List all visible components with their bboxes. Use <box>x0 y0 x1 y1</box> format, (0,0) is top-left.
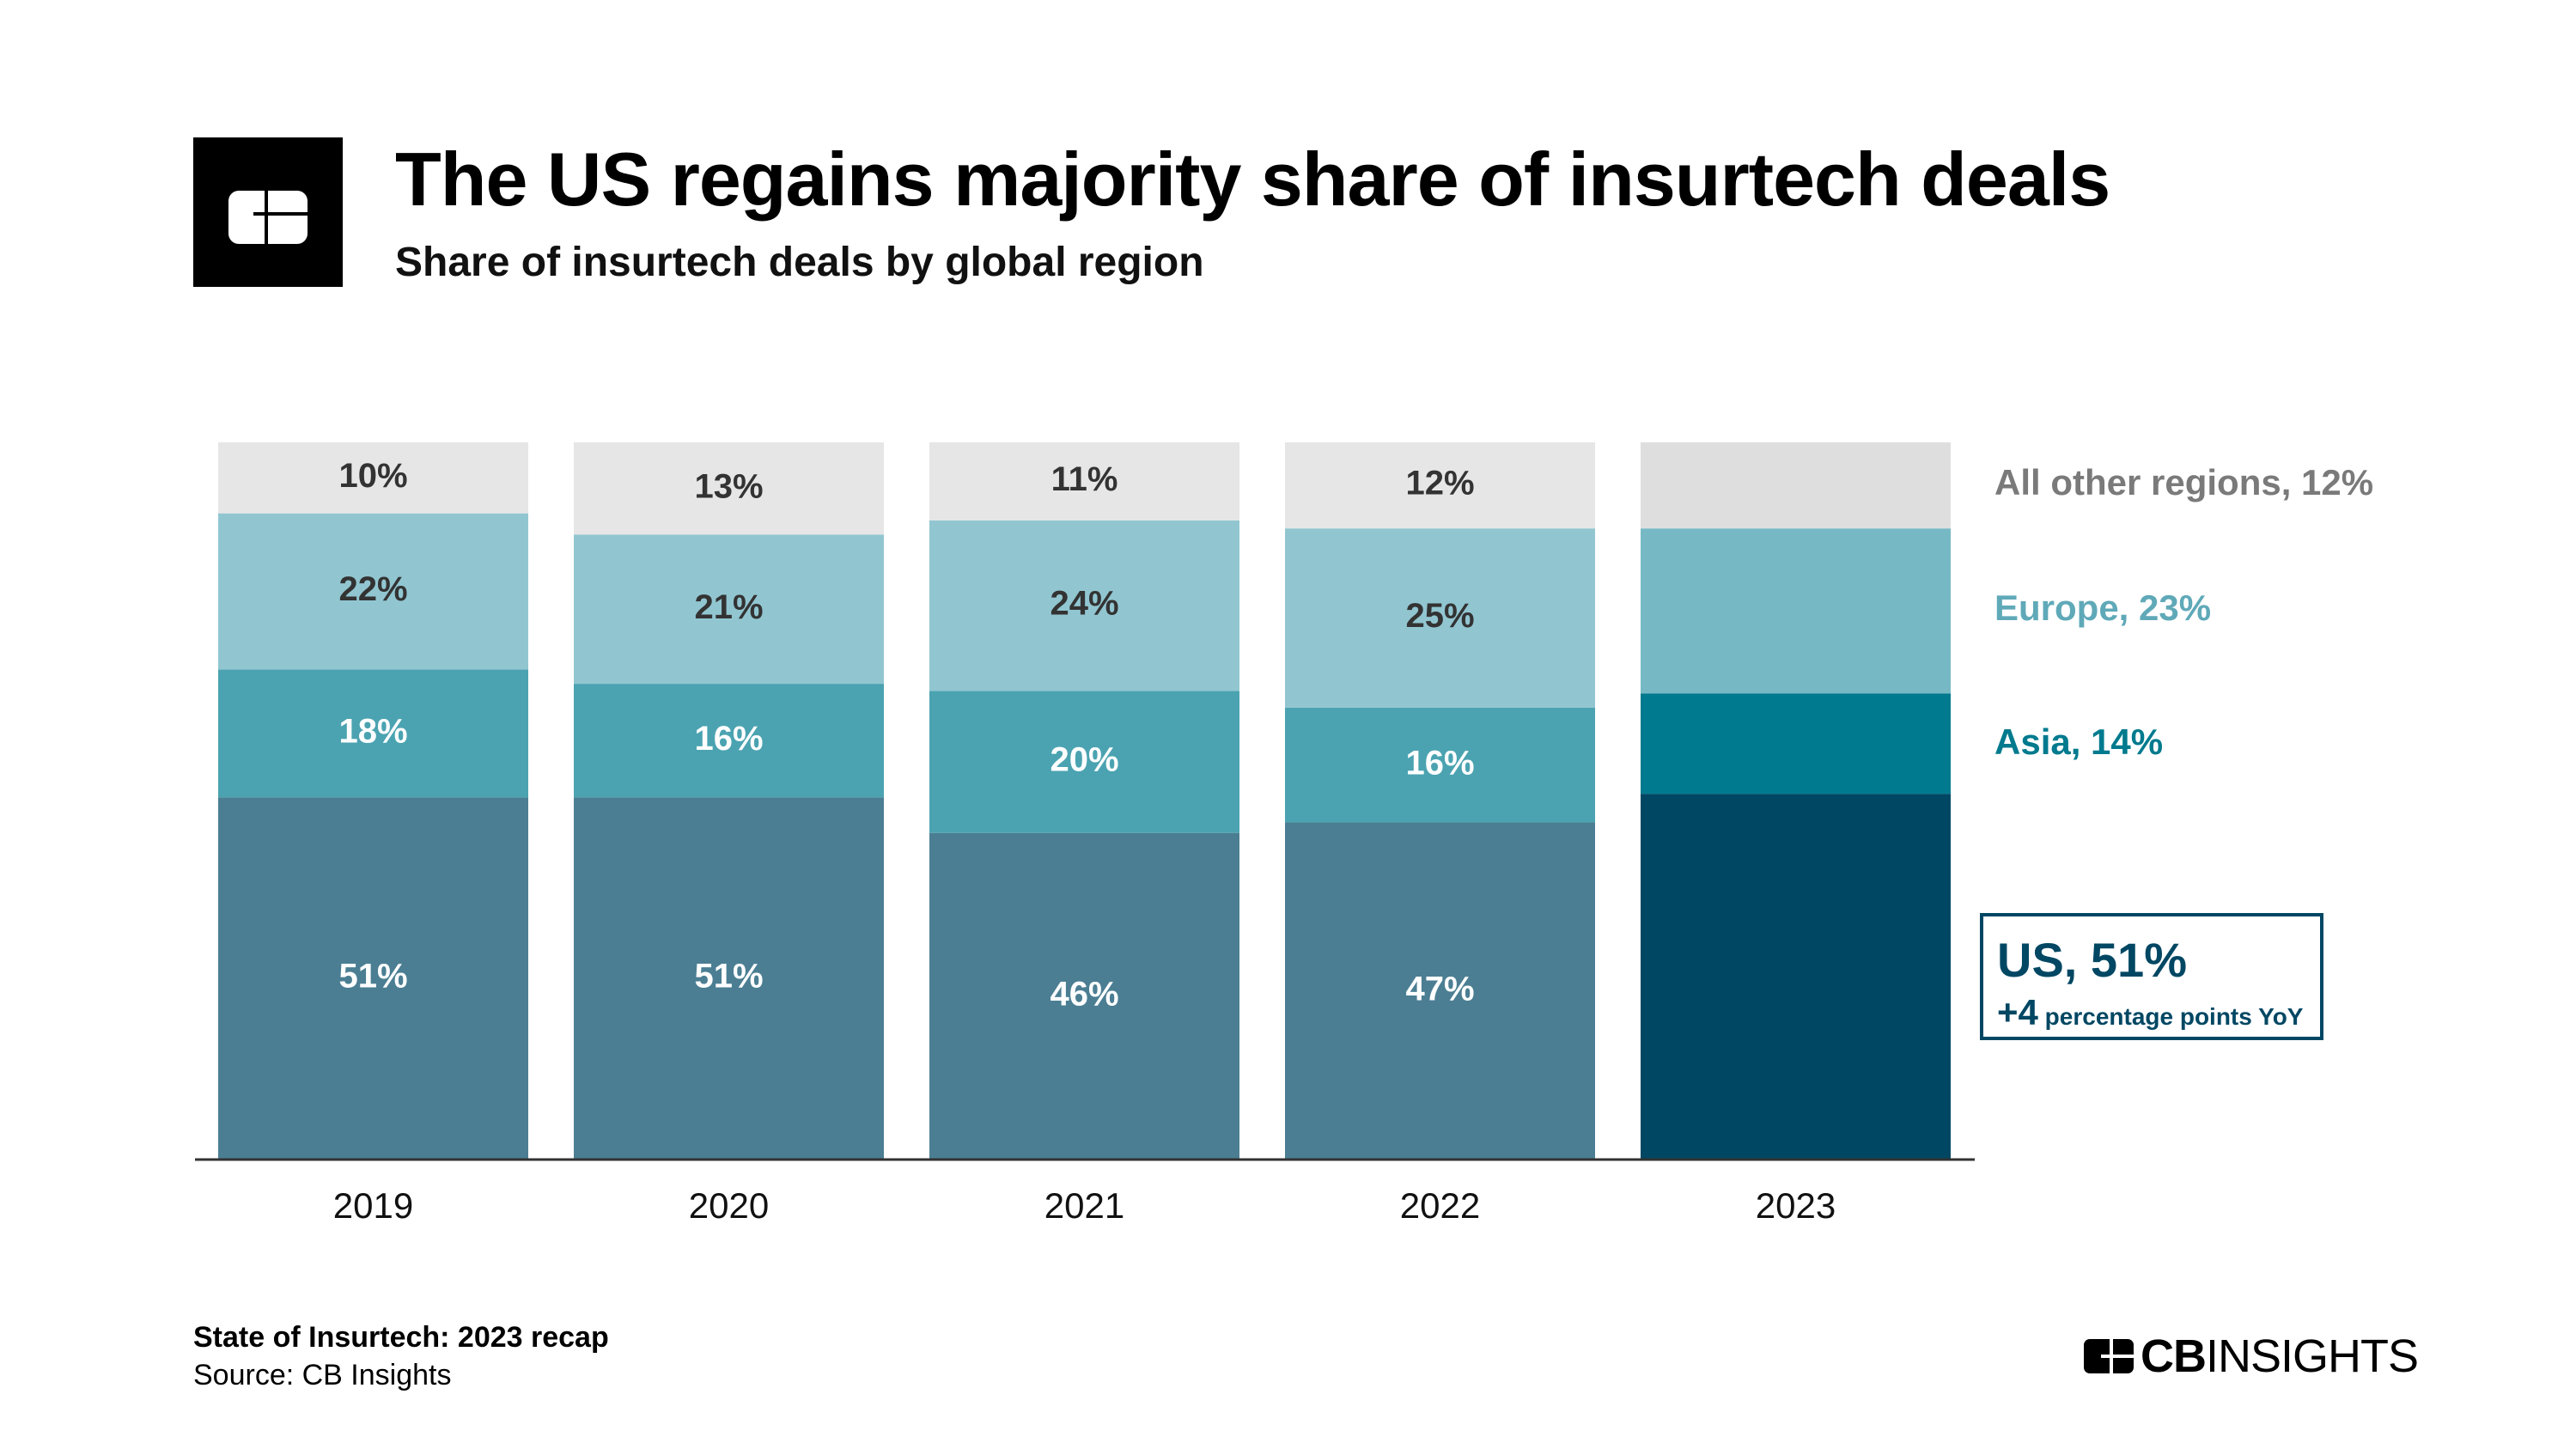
page-title: The US regains majority share of insurte… <box>395 137 2110 222</box>
data-label: 51% <box>694 958 763 995</box>
data-label: 18% <box>338 713 407 751</box>
bar-segment-asia-2023 <box>1641 693 1951 795</box>
data-label: 16% <box>1405 744 1474 782</box>
bar-segment-europe-2021 <box>929 520 1239 691</box>
bar-segment-asia-2022 <box>1285 707 1595 823</box>
bar-segment-asia-2019 <box>218 669 528 798</box>
x-tick-label: 2021 <box>1044 1185 1124 1226</box>
bar-segment-asia-2021 <box>929 691 1239 833</box>
bar-segment-us-2022 <box>1285 822 1595 1160</box>
bar-segment-us-2023 <box>1641 794 1951 1160</box>
bar-segment-europe-2019 <box>218 513 528 670</box>
bar-segment-us-2021 <box>929 832 1239 1160</box>
legend-us: US, 51% <box>1997 933 2187 987</box>
us-delta-text: percentage points YoY <box>2044 1003 2304 1030</box>
data-label: 51% <box>338 958 407 995</box>
data-label: 22% <box>338 570 407 608</box>
brand-logo: CBINSIGHTS <box>2084 1330 2419 1383</box>
data-label: 46% <box>1050 975 1118 1013</box>
bar-segment-europe-2022 <box>1285 528 1595 708</box>
page-subtitle: Share of insurtech deals by global regio… <box>395 240 1204 285</box>
source-note: Source: CB Insights <box>193 1359 452 1391</box>
data-label: 24% <box>1050 585 1118 623</box>
x-tick-label: 2020 <box>689 1185 769 1226</box>
brand-logo-icon <box>2084 1339 2134 1373</box>
legend-us-callout: US, 51% +4 percentage points YoY <box>1980 913 2323 1040</box>
us-delta: +4 <box>1997 992 2038 1032</box>
brand-bold: CB <box>2141 1330 2207 1382</box>
x-tick-label: 2022 <box>1400 1185 1480 1226</box>
legend-asia: Asia, 14% <box>1994 721 2164 762</box>
brand-light: INSIGHTS <box>2206 1330 2419 1382</box>
bar-segment-europe-2023 <box>1641 528 1951 694</box>
bar-segment-all-other-regions-2021 <box>929 442 1239 521</box>
bar-segment-all-other-regions-2019 <box>218 442 528 514</box>
us-yoy-change: +4 percentage points YoY <box>1997 992 2303 1033</box>
bar-segment-all-other-regions-2022 <box>1285 442 1595 529</box>
bar-segment-us-2020 <box>574 797 884 1160</box>
data-label: 10% <box>338 457 407 495</box>
bar-segment-asia-2020 <box>574 684 884 798</box>
x-tick-label: 2019 <box>333 1185 413 1226</box>
legend-other: All other regions, 12% <box>1994 462 2374 502</box>
cb-insights-logo-icon <box>193 137 343 287</box>
bar-segment-us-2019 <box>218 797 528 1160</box>
data-label: 12% <box>1405 465 1474 502</box>
data-label: 16% <box>694 720 763 758</box>
bar-segment-all-other-regions-2020 <box>574 442 884 535</box>
bar-segment-all-other-regions-2023 <box>1641 442 1951 529</box>
data-label: 21% <box>694 588 763 626</box>
data-label: 47% <box>1405 970 1474 1008</box>
report-name: State of Insurtech: 2023 recap <box>193 1321 609 1354</box>
x-tick-label: 2023 <box>1756 1185 1836 1226</box>
data-label: 11% <box>1051 460 1118 498</box>
data-label: 20% <box>1050 741 1118 779</box>
data-label: 13% <box>694 467 763 505</box>
bar-segment-europe-2020 <box>574 534 884 685</box>
data-label: 25% <box>1405 597 1474 635</box>
legend-europe: Europe, 23% <box>1994 588 2212 628</box>
